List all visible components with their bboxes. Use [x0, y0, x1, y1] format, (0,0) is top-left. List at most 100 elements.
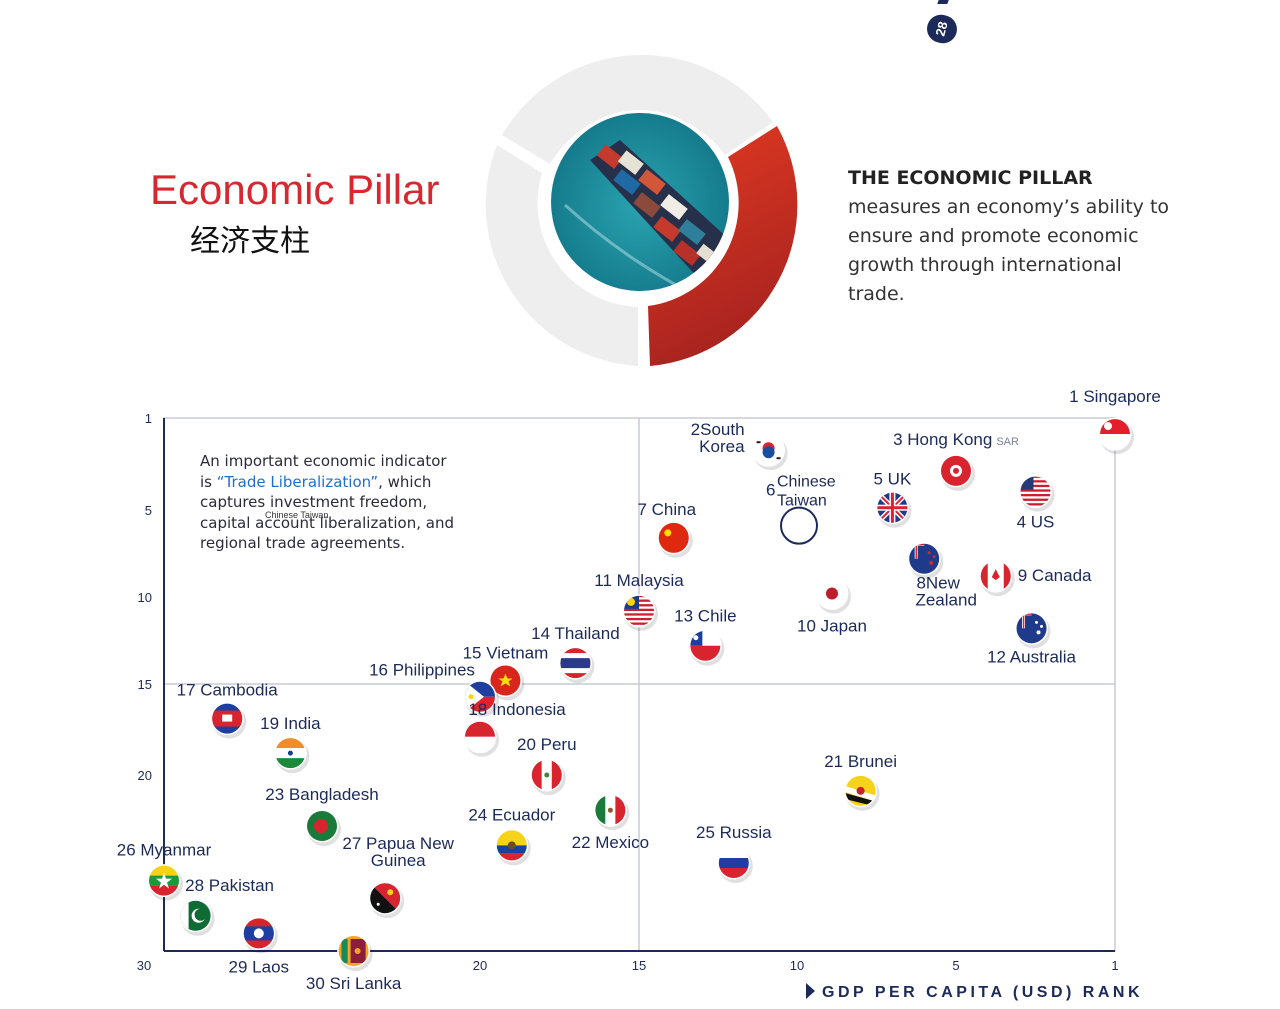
flag-bd-icon	[307, 811, 337, 842]
x-tick-label: 30	[137, 958, 151, 973]
flag-mx-icon	[595, 795, 626, 826]
y-tick-label: 1	[145, 411, 152, 426]
point-4: 4 US	[1017, 475, 1055, 532]
x-tick-label: 5	[952, 958, 959, 973]
point-22: 22 Mexico	[572, 793, 649, 852]
point-16: 16 Philippines	[369, 661, 499, 717]
flag-la-icon	[243, 918, 274, 949]
point-23: 23 Bangladesh	[265, 785, 379, 847]
point-label: 21 Brunei	[824, 752, 897, 771]
point-1: 1 Singapore	[1069, 387, 1161, 455]
point-13: 13 Chile	[674, 607, 737, 666]
point-7: 7 China	[637, 500, 697, 558]
flag-nz-icon	[909, 543, 940, 574]
flag-kr-icon	[753, 435, 784, 466]
page-title: Economic Pillar	[150, 166, 440, 213]
point-label-secondary: Chinese	[777, 474, 836, 491]
flag-au-icon	[1016, 613, 1047, 644]
point-label: 17 Cambodia	[177, 681, 279, 700]
point-label: 30 Sri Lanka	[306, 974, 402, 993]
point-label: 22 Mexico	[572, 833, 649, 852]
point-5: 5 UK	[874, 470, 912, 528]
x-axis-title: GDP PER CAPITA (USD) RANK	[806, 983, 1143, 1002]
point-label: Zealand	[915, 591, 976, 610]
point-18: 18 Indonesia	[463, 700, 566, 757]
point-label: 15 Vietnam	[463, 644, 549, 663]
point-label: 25 Russia	[696, 823, 772, 842]
point-12: 12 Australia	[987, 611, 1076, 666]
point-25: 25 Russia	[696, 823, 772, 883]
point-label: 4 US	[1017, 513, 1055, 532]
point-label: 12 Australia	[987, 647, 1076, 666]
point-label: 24 Ecuador	[468, 805, 555, 824]
point-label: 8New	[916, 574, 960, 593]
stray-label: Chinese Taiwan	[265, 510, 329, 520]
point-28: 28 Pakistan	[179, 876, 274, 936]
point-15: 15 Vietnam	[463, 644, 549, 701]
point-label: 1 Singapore	[1069, 387, 1161, 406]
point-19: 19 India	[260, 714, 321, 774]
point-17: 17 Cambodia	[177, 681, 279, 739]
note-text-end: , which captures investment freedom, cap…	[200, 472, 454, 553]
chart-axes	[163, 417, 1116, 952]
y-tick-label: 20	[138, 768, 152, 783]
description-bold: THE ECONOMIC PILLAR	[848, 167, 1093, 189]
point-6: 6 Chinese Taiwan	[766, 474, 836, 545]
point-10: 10 Japan	[797, 577, 867, 636]
flag-ec-icon	[496, 830, 527, 861]
flag-hk-icon	[941, 455, 971, 486]
point-20: 20 Peru	[517, 735, 577, 795]
point-label: 20 Peru	[517, 735, 577, 754]
container-ship-photo	[551, 113, 729, 291]
point-label-secondary: Taiwan	[777, 493, 827, 510]
pillar-description: THE ECONOMIC PILLAR measures an economy’…	[848, 164, 1178, 309]
y-tick-label: 10	[138, 590, 152, 605]
point-3: 3 Hong Kong SAR	[893, 430, 1019, 491]
x-tick-label: 20	[473, 958, 487, 973]
flag-th-icon	[560, 648, 591, 679]
point-label: 18 Indonesia	[468, 700, 566, 719]
flag-pe-icon	[531, 760, 562, 790]
point-label: 5 UK	[874, 470, 912, 489]
point-label: Korea	[699, 437, 745, 456]
flag-ph-icon	[465, 681, 495, 712]
point-11: 11 Malaysia	[594, 571, 684, 631]
flag-in-icon	[275, 738, 306, 769]
point-14: 14 Thailand	[531, 624, 620, 684]
flag-jp-icon	[816, 578, 847, 609]
point-label: 10 Japan	[797, 617, 867, 636]
point-label: 14 Thailand	[531, 624, 620, 643]
x-tick-label: 15	[632, 958, 646, 973]
point-30: 30 Sri Lanka	[306, 934, 402, 993]
flag-vn-icon	[490, 665, 521, 696]
y-tick-label: 5	[145, 503, 152, 518]
flag-id-icon	[465, 721, 495, 752]
ring-segment-top	[502, 54, 773, 164]
description-text: measures an economy’s ability to ensure …	[848, 196, 1170, 305]
point-label: 28 Pakistan	[185, 876, 274, 895]
play-triangle-icon	[806, 983, 815, 999]
point-label: 19 India	[260, 714, 321, 733]
point-marker-empty	[780, 506, 818, 545]
point-label: 3 Hong Kong SAR	[893, 430, 1019, 449]
y-tick-label: 15	[138, 677, 152, 692]
flag-lk-icon	[338, 936, 369, 966]
point-26: 26 Myanmar	[117, 841, 212, 901]
point-label: 11 Malaysia	[594, 571, 684, 590]
point-label: 23 Bangladesh	[265, 785, 378, 804]
pillar-ring-graphic	[485, 54, 798, 366]
page-number-badge: 28	[923, 11, 961, 47]
point-label: Guinea	[371, 851, 426, 870]
flag-ru-icon	[718, 848, 749, 878]
point-label: 27 Papua New	[342, 834, 454, 853]
point-label: 7 China	[637, 500, 696, 519]
page-title-chinese: 经济支柱	[190, 224, 310, 259]
point-label: 2South	[691, 420, 745, 439]
flag-mm-icon	[149, 865, 179, 896]
chart-annotation: An important economic indicator is “Trad…	[200, 451, 460, 554]
point-label: 13 Chile	[674, 607, 736, 626]
